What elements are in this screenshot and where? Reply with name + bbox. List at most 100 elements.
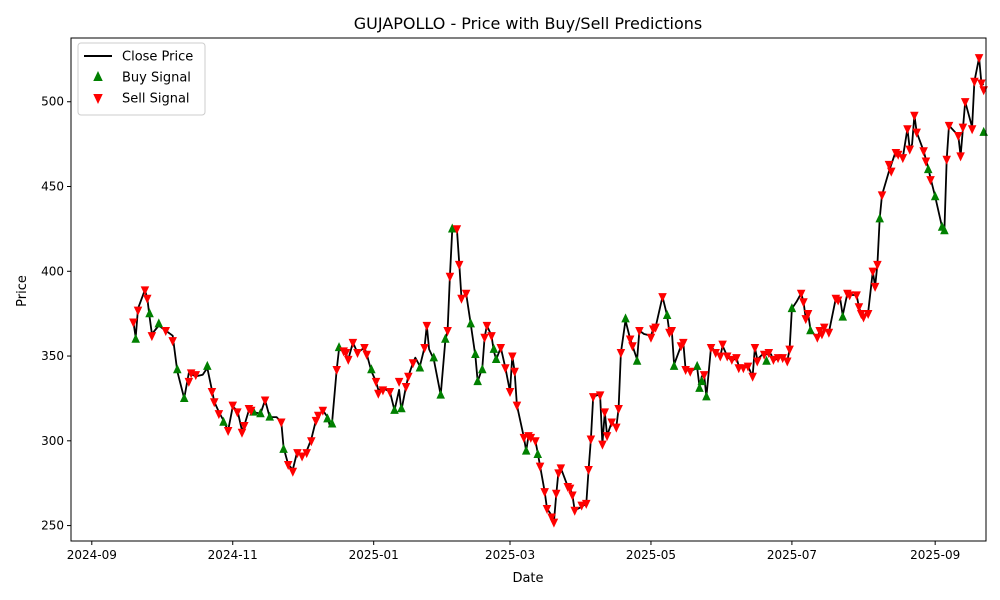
buy-signal-marker <box>131 333 140 343</box>
buy-signal-marker <box>436 389 445 399</box>
buy-signal-marker <box>533 448 543 458</box>
sell-signal-marker <box>549 518 559 528</box>
sell-signal-marker <box>129 318 138 328</box>
sell-signal-marker <box>318 406 328 416</box>
buy-signal-marker <box>930 191 940 201</box>
sell-signal-marker <box>454 260 464 270</box>
y-tick-label: 250 <box>41 519 64 533</box>
buy-signal-marker <box>632 355 642 365</box>
sell-signal-marker <box>260 396 270 406</box>
chart-title: GUJAPOLLO - Price with Buy/Sell Predicti… <box>354 14 702 33</box>
sell-signal-marker <box>586 435 596 445</box>
y-tick-label: 350 <box>41 349 64 363</box>
sell-signal-marker <box>362 350 372 360</box>
buy-signal-marker <box>702 391 711 401</box>
axes-frame <box>70 37 987 542</box>
sell-signal-marker <box>341 349 351 359</box>
buy-signal-marker <box>256 408 265 418</box>
sell-signal-marker <box>168 337 177 347</box>
sell-signal-marker <box>233 408 242 418</box>
sell-signal-marker <box>732 354 741 364</box>
sell-signal-marker <box>970 77 979 87</box>
sell-signal-marker <box>302 449 311 459</box>
sell-signal-marker <box>161 327 171 337</box>
sell-signal-marker <box>600 408 610 418</box>
sell-signal-marker <box>679 338 688 348</box>
sell-signal-marker <box>378 386 388 396</box>
sell-signal-marker <box>743 362 753 372</box>
sell-signal-marker <box>307 437 316 447</box>
sell-signal-marker <box>542 505 552 515</box>
sell-signal-marker <box>374 389 383 399</box>
buy-signal-marker <box>875 213 884 223</box>
legend: Close Price Buy Signal Sell Signal <box>77 42 206 116</box>
sell-signal-marker <box>540 488 549 498</box>
x-axis-label: Date <box>512 571 543 586</box>
sell-signal-marker <box>246 406 256 416</box>
buy-signal-marker <box>397 403 406 413</box>
sell-signal-marker <box>739 364 748 374</box>
sell-signal-marker <box>140 286 150 296</box>
buy-signal-marker <box>521 445 531 455</box>
sell-signal-marker <box>565 484 575 494</box>
sell-signal-marker <box>404 372 413 382</box>
sell-signal-marker <box>785 345 794 355</box>
sell-signal-marker <box>293 449 302 459</box>
y-tick-label: 300 <box>41 434 64 448</box>
buy-signal-marker <box>697 376 707 386</box>
sell-signal-marker <box>501 364 510 374</box>
sell-signal-marker <box>297 452 307 462</box>
sell-signal-marker <box>750 343 760 353</box>
sell-signal-marker <box>764 349 774 359</box>
buy-signal-marker <box>473 376 482 386</box>
sell-signal-marker <box>332 366 341 376</box>
buy-signal-marker <box>787 303 797 313</box>
buy-signal-marker <box>173 364 182 374</box>
buy-signal-marker <box>489 343 499 353</box>
sell-signal-marker <box>588 393 598 403</box>
sell-signal-marker <box>868 267 878 277</box>
sell-signal-marker <box>401 382 411 392</box>
sell-signal-marker <box>646 333 656 343</box>
sell-signal-marker <box>960 98 970 108</box>
legend-label: Sell Signal <box>122 92 190 107</box>
y-tick-label: 500 <box>41 95 64 109</box>
sell-signal-marker <box>614 404 623 414</box>
y-tick-label: 400 <box>41 264 64 278</box>
sell-signal-marker <box>568 491 577 501</box>
sell-signal-marker <box>214 410 224 420</box>
buy-signal-marker <box>471 348 480 358</box>
sell-signal-marker <box>445 272 455 282</box>
sell-signal-marker <box>577 501 586 511</box>
sell-signal-marker <box>142 294 152 304</box>
sell-signal-marker <box>903 125 912 135</box>
legend-sell-swatch <box>93 94 103 104</box>
sell-signal-marker <box>635 327 644 337</box>
sell-signal-marker <box>184 377 194 387</box>
sell-signal-marker <box>886 167 896 177</box>
sell-signal-marker <box>953 132 963 142</box>
sell-signal-marker <box>360 343 369 353</box>
sell-signal-marker <box>926 176 935 186</box>
sell-signal-marker <box>191 371 201 381</box>
sell-signal-marker <box>496 343 506 353</box>
sell-signal-marker <box>480 333 489 343</box>
sell-signal-marker <box>209 398 219 408</box>
sell-signal-marker <box>551 489 561 499</box>
sell-signal-marker <box>706 343 716 353</box>
sell-signal-marker <box>699 371 709 381</box>
sell-signal-marker <box>845 291 854 301</box>
sell-signal-marker <box>612 423 621 433</box>
legend-buy-swatch <box>93 71 103 81</box>
sell-signal-marker <box>237 428 247 438</box>
x-tick-label: 2025-07 <box>767 548 817 562</box>
buy-signal-marker <box>491 354 501 364</box>
buy-signal-marker <box>669 360 679 370</box>
y-axis-label: Price <box>15 275 30 307</box>
sell-signal-marker <box>884 160 894 170</box>
sell-signal-marker <box>967 125 977 135</box>
x-tick-label: 2025-05 <box>626 548 676 562</box>
plot-area <box>129 54 988 528</box>
sell-signal-marker <box>852 291 861 301</box>
